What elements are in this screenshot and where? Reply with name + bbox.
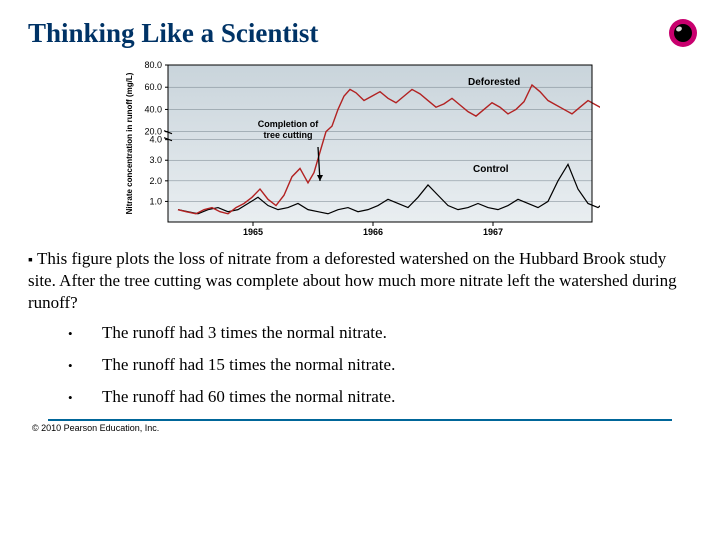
answer-text: The runoff had 60 times the normal nitra… bbox=[102, 387, 395, 407]
svg-text:1965: 1965 bbox=[243, 227, 263, 237]
answer-option[interactable]: •The runoff had 3 times the normal nitra… bbox=[68, 323, 692, 343]
svg-text:2.0: 2.0 bbox=[149, 176, 162, 186]
bullet-icon: • bbox=[68, 358, 102, 374]
bullet-icon: • bbox=[68, 390, 102, 406]
svg-text:40.0: 40.0 bbox=[144, 104, 162, 114]
svg-text:1966: 1966 bbox=[363, 227, 383, 237]
svg-text:Completion of: Completion of bbox=[258, 119, 319, 129]
page-title: Thinking Like a Scientist bbox=[28, 18, 692, 49]
brand-logo-icon bbox=[668, 18, 698, 53]
svg-text:1.0: 1.0 bbox=[149, 196, 162, 206]
answer-list: •The runoff had 3 times the normal nitra… bbox=[68, 323, 692, 407]
svg-text:80.0: 80.0 bbox=[144, 60, 162, 70]
bullet-icon: • bbox=[68, 326, 102, 342]
answer-option[interactable]: •The runoff had 15 times the normal nitr… bbox=[68, 355, 692, 375]
svg-text:tree cutting: tree cutting bbox=[263, 130, 312, 140]
copyright-text: © 2010 Pearson Education, Inc. bbox=[32, 423, 692, 433]
answer-text: The runoff had 3 times the normal nitrat… bbox=[102, 323, 387, 343]
svg-text:60.0: 60.0 bbox=[144, 82, 162, 92]
svg-text:20.0: 20.0 bbox=[144, 127, 162, 137]
svg-text:Deforested: Deforested bbox=[468, 77, 520, 88]
svg-text:3.0: 3.0 bbox=[149, 155, 162, 165]
svg-text:1967: 1967 bbox=[483, 227, 503, 237]
answer-option[interactable]: •The runoff had 60 times the normal nitr… bbox=[68, 387, 692, 407]
nitrate-runoff-chart: 1.02.03.04.020.040.060.080.0196519661967… bbox=[120, 55, 600, 240]
svg-text:Nitrate concentration in runof: Nitrate concentration in runoff (mg/L) bbox=[125, 72, 134, 214]
answer-text: The runoff had 15 times the normal nitra… bbox=[102, 355, 395, 375]
question-text: This figure plots the loss of nitrate fr… bbox=[28, 248, 692, 313]
svg-text:Control: Control bbox=[473, 164, 509, 175]
footer-divider bbox=[48, 419, 672, 421]
